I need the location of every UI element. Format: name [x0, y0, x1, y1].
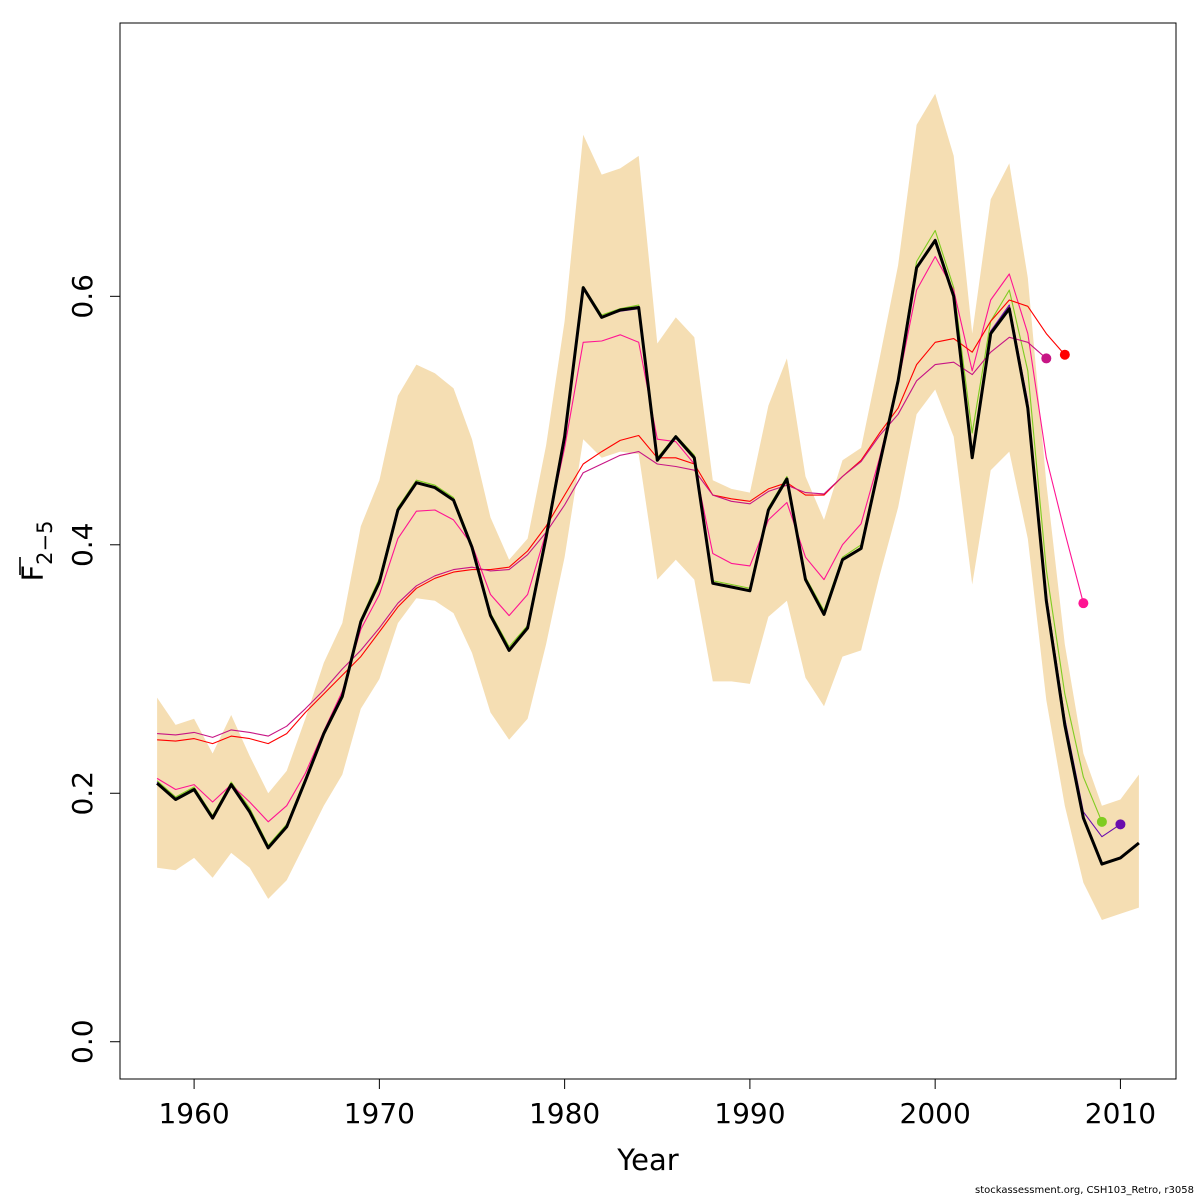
- retro-line-pink: [156, 256, 1084, 823]
- y-tick-label: 0.0: [66, 1019, 99, 1064]
- x-tick-label: 1970: [344, 1097, 415, 1130]
- retro-endpoint-pink: [1078, 598, 1089, 609]
- x-axis: 1960 1970 1980 1990 2000 2010: [158, 1078, 1156, 1130]
- main-estimate-line: [156, 238, 1140, 866]
- retro-endpoint-purple: [1115, 819, 1126, 830]
- y-tick-label: 0.4: [66, 523, 99, 568]
- svg-text:F2−5: F2−5: [16, 520, 57, 581]
- confidence-band-layer: [157, 93, 1139, 921]
- y-axis-label: F2−5: [16, 520, 57, 581]
- retro-endpoint-green: [1096, 816, 1107, 827]
- series-layer: [156, 229, 1140, 866]
- y-tick-label: 0.6: [66, 274, 99, 319]
- x-tick-label: 2010: [1085, 1097, 1156, 1130]
- y-axis: 0.0 0.2 0.4 0.6: [66, 274, 121, 1064]
- retro-endpoint-red: [1059, 349, 1070, 360]
- confidence-band: [157, 93, 1139, 921]
- retro-line-red: [157, 299, 1066, 745]
- x-tick-label: 2000: [900, 1097, 971, 1130]
- y-tick-label: 0.2: [66, 771, 99, 816]
- footer-note: stockassessment.org, CSH103_Retro, r3058: [974, 1185, 1194, 1196]
- x-axis-label: Year: [616, 1143, 678, 1177]
- x-tick-label: 1990: [714, 1097, 785, 1130]
- plot-frame: [119, 22, 1177, 1080]
- y-axis-label-main: F: [16, 565, 50, 582]
- retro-endpoint-magenta: [1041, 353, 1052, 364]
- x-tick-label: 1960: [158, 1097, 229, 1130]
- endpoint-markers-layer: [1041, 349, 1126, 830]
- y-axis-label-sub: 2−5: [33, 520, 57, 564]
- x-tick-label: 1980: [529, 1097, 600, 1130]
- retro-line-magenta: [157, 336, 1047, 738]
